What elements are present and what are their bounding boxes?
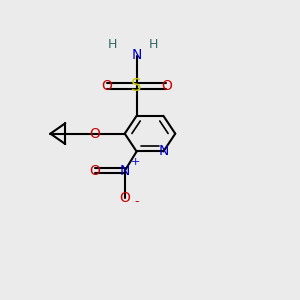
Text: N: N [158,145,169,158]
Text: S: S [131,77,142,95]
Text: H: H [148,38,158,51]
Text: O: O [90,164,101,178]
Text: O: O [161,79,172,93]
Text: O: O [90,127,101,141]
Text: N: N [131,48,142,62]
Text: +: + [130,157,140,167]
Text: O: O [101,79,112,93]
Text: O: O [119,190,130,205]
Text: H: H [108,38,118,51]
Text: N: N [119,164,130,178]
Text: -: - [134,196,139,208]
